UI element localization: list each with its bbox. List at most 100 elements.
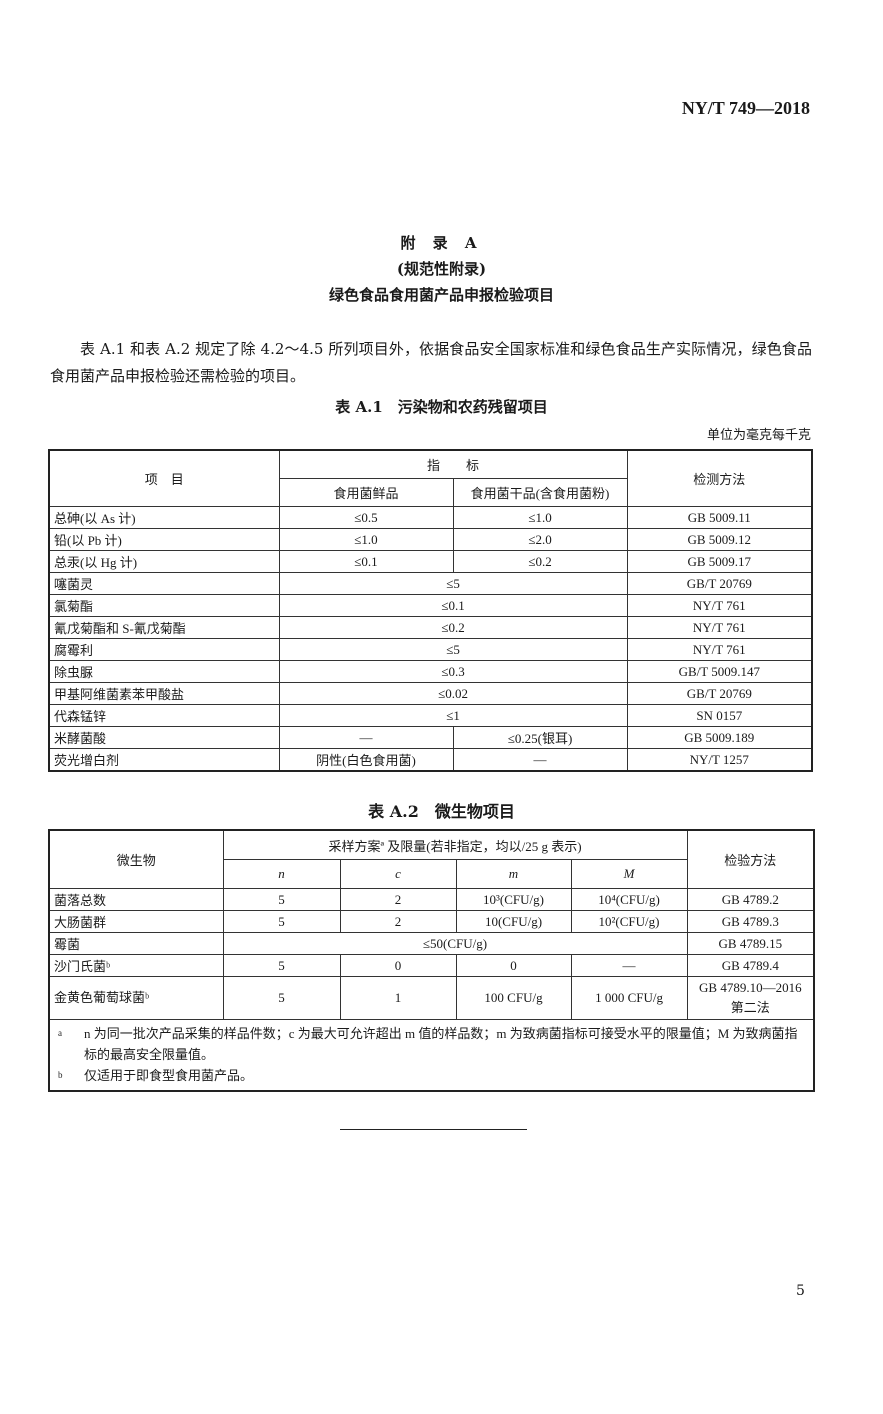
table-a2: 微生物 采样方案ª 及限量(若非指定，均以/25 g 表示) 检验方法 n c …: [48, 829, 816, 1092]
standard-code: NY/T 749—2018: [681, 98, 810, 118]
table-row: 氯菊酯 ≤0.1 NY/T 761: [48, 594, 813, 617]
n-cell: 5: [222, 954, 341, 977]
method-cell: GB 4789.15: [686, 932, 815, 955]
method-text: GB 4789.10—2016: [699, 980, 802, 995]
dried-cell: ≤0.2: [452, 550, 628, 573]
header-organism: 微生物: [48, 829, 224, 889]
method-cell: GB/T 20769: [626, 572, 813, 595]
M-cell: 1 000 CFU/g: [570, 976, 688, 1020]
method-cell: GB 5009.12: [626, 528, 813, 551]
m-cell: 10(CFU/g): [455, 910, 572, 933]
method-cell: NY/T 761: [626, 616, 813, 639]
header-fresh: 食用菌鲜品: [278, 478, 454, 507]
item-cell: 除虫脲: [48, 660, 280, 683]
m-cell: 100 CFU/g: [455, 976, 572, 1020]
organism-cell: 大肠菌群: [48, 910, 224, 933]
table-row: 氰戊菊酯和 S-氰戊菊酯 ≤0.2 NY/T 761: [48, 616, 813, 639]
header-M: M: [623, 866, 635, 881]
both-cell: ≤1: [278, 704, 628, 727]
M-cell: 10⁴(CFU/g): [570, 888, 688, 911]
item-cell: 腐霉利: [48, 638, 280, 661]
header-plan: 采样方案ª 及限量(若非指定，均以/25 g 表示): [222, 829, 688, 860]
both-cell: ≤0.3: [278, 660, 628, 683]
table-a1: 项 目 指 标 检测方法 食用菌鲜品 食用菌干品(含食用菌粉) 总砷(以 As …: [48, 449, 814, 772]
header-item: 项 目: [48, 449, 280, 507]
method-cell: GB/T 20769: [626, 682, 813, 705]
table-row: 铅(以 Pb 计) ≤1.0 ≤2.0 GB 5009.12: [48, 528, 813, 551]
method-cell: SN 0157: [626, 704, 813, 727]
table-row: 米酵菌酸 — ≤0.25(银耳) GB 5009.189: [48, 726, 813, 749]
footnote-mark: a: [58, 1028, 62, 1038]
header-m: m: [508, 866, 519, 881]
table-row: 甲基阿维菌素苯甲酸盐 ≤0.02 GB/T 20769: [48, 682, 813, 705]
c-cell: 1: [339, 976, 457, 1020]
dried-cell: ≤2.0: [452, 528, 628, 551]
appendix-type: (规范性附录): [396, 260, 487, 278]
header-c: c: [395, 866, 401, 881]
table-a2-caption: 表 A.2 微生物项目: [368, 802, 515, 821]
item-cell: 米酵菌酸: [48, 726, 280, 749]
M-cell: —: [570, 954, 688, 977]
table-row: 总汞(以 Hg 计) ≤0.1 ≤0.2 GB 5009.17: [48, 550, 813, 573]
fresh-cell: —: [278, 726, 454, 749]
organism-cell: 沙门氏菌ᵇ: [48, 954, 224, 977]
method-cell: GB 5009.17: [626, 550, 813, 573]
appendix-label: 附 录 A: [400, 234, 483, 252]
n-cell: 5: [222, 910, 341, 933]
both-cell: ≤0.2: [278, 616, 628, 639]
c-cell: 0: [339, 954, 457, 977]
fresh-cell: 阴性(白色食用菌): [278, 748, 454, 772]
fresh-cell: ≤1.0: [278, 528, 454, 551]
method-note: 第二法: [730, 1000, 770, 1015]
table-row: 除虫脲 ≤0.3 GB/T 5009.147: [48, 660, 813, 683]
organism-cell: 金黄色葡萄球菌ᵇ: [48, 976, 224, 1020]
method-cell: NY/T 1257: [626, 748, 813, 772]
end-rule: [340, 1129, 527, 1130]
header-indicator: 指 标: [278, 449, 628, 479]
item-cell: 代森锰锌: [48, 704, 280, 727]
c-cell: 2: [339, 888, 457, 911]
table-row: 噻菌灵 ≤5 GB/T 20769: [48, 572, 813, 595]
method-cell: GB 4789.2: [686, 888, 815, 911]
table-row: 总砷(以 As 计) ≤0.5 ≤1.0 GB 5009.11: [48, 506, 813, 529]
method-cell: GB 4789.3: [686, 910, 815, 933]
item-cell: 总汞(以 Hg 计): [48, 550, 280, 573]
method-cell: GB 4789.4: [686, 954, 815, 977]
fresh-cell: ≤0.1: [278, 550, 454, 573]
item-cell: 氯菊酯: [48, 594, 280, 617]
item-cell: 总砷(以 As 计): [48, 506, 280, 529]
item-cell: 铅(以 Pb 计): [48, 528, 280, 551]
footnotes: a n 为同一批次产品采集的样品件数；c 为最大可允许超出 m 值的样品数；m 为…: [48, 1019, 815, 1092]
dried-cell: —: [452, 748, 628, 772]
both-cell: ≤0.1: [278, 594, 628, 617]
table-row: 腐霉利 ≤5 NY/T 761: [48, 638, 813, 661]
both-cell: ≤0.02: [278, 682, 628, 705]
method-cell: GB 5009.11: [626, 506, 813, 529]
item-cell: 氰戊菊酯和 S-氰戊菊酯: [48, 616, 280, 639]
page-number: 5: [796, 1283, 805, 1299]
organism-cell: 菌落总数: [48, 888, 224, 911]
method-cell: NY/T 761: [626, 638, 813, 661]
M-cell: 10²(CFU/g): [570, 910, 688, 933]
n-cell: 5: [222, 888, 341, 911]
c-cell: 2: [339, 910, 457, 933]
item-cell: 甲基阿维菌素苯甲酸盐: [48, 682, 280, 705]
merged-cell: ≤50(CFU/g): [222, 932, 688, 955]
table-a1-caption: 表 A.1 污染物和农药残留项目: [335, 398, 548, 416]
m-cell: 10³(CFU/g): [455, 888, 572, 911]
table-row: 菌落总数 5 2 10³(CFU/g) 10⁴(CFU/g) GB 4789.2: [48, 888, 815, 911]
table-row: 霉菌 ≤50(CFU/g) GB 4789.15: [48, 932, 815, 955]
n-cell: 5: [222, 976, 341, 1020]
intro-paragraph: 表 A.1 和表 A.2 规定了除 4.2～4.5 所列项目外，依据食品安全国家…: [50, 340, 812, 385]
header-method: 检测方法: [626, 449, 813, 507]
footnote-text: 仅适用于即食型食用菌产品。: [84, 1068, 254, 1083]
header-n: n: [278, 866, 285, 881]
dried-cell: ≤1.0: [452, 506, 628, 529]
header-dried: 食用菌干品(含食用菌粉): [452, 478, 628, 507]
table-row: 沙门氏菌ᵇ 5 0 0— GB 4789.4: [48, 954, 815, 977]
method-cell: GB 4789.10—2016 第二法: [686, 976, 815, 1020]
fresh-cell: ≤0.5: [278, 506, 454, 529]
both-cell: ≤5: [278, 572, 628, 595]
table-row: 金黄色葡萄球菌ᵇ 5 1 100 CFU/g 1 000 CFU/g GB 4789.10…: [48, 976, 815, 1020]
table-row: 大肠菌群 5 2 10(CFU/g) 10²(CFU/g) GB 4789.3: [48, 910, 815, 933]
